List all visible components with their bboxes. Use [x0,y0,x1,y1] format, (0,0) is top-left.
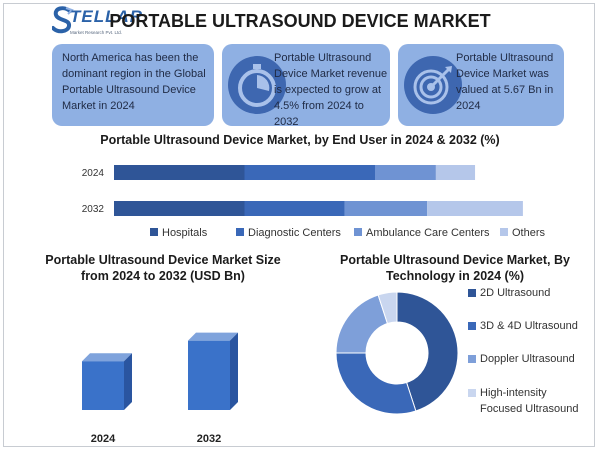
bar-top [82,353,132,362]
bar-segment [244,165,375,180]
logo-subtitle: Market Research Pvt. Ltd. [70,30,123,35]
legend-label: Hospitals [162,227,208,239]
donut-slice [377,291,398,325]
bar-segment [244,201,345,216]
legend-item: Others [500,227,545,239]
stopwatch-icon [228,56,286,114]
legend-swatch [500,228,508,236]
card-region: North America has been the dominant regi… [52,44,214,126]
legend-label: Diagnostic Centers [248,227,341,239]
card-growth: Portable Ultrasound Device Market revenu… [222,44,390,128]
legend-item: 3D & 4D Ultrasound [468,318,580,334]
x-tick-label: 2024 [91,433,116,445]
bar-side [124,353,132,410]
bar-segment [375,165,436,180]
market-size-bar-chart: 2024 2032 [82,332,238,445]
bar-segment [344,201,428,216]
legend-swatch [354,228,362,236]
legend-label: 3D & 4D Ultrasound [480,320,578,332]
bar-segment [427,201,523,216]
bar-segment [114,201,245,216]
legend-swatch [468,355,476,363]
bar-top [188,332,238,341]
infographic-frame [3,3,595,447]
legend-swatch [150,228,158,236]
card-value: Portable Ultrasound Device Market was va… [398,44,564,126]
card-growth-text: Portable Ultrasound Device Market revenu… [274,52,388,128]
end-user-stacked-bar-chart: 2024 2032 [82,165,523,216]
technology-chart-title: Portable Ultrasound Device Market, By Te… [340,253,570,283]
donut-slice [396,291,459,412]
end-user-chart-title: Portable Ultrasound Device Market, by En… [100,133,500,147]
logo: TELLAR Market Research Pvt. Ltd. [52,6,144,40]
legend-label: 2D Ultrasound [480,287,551,299]
technology-donut-chart [335,291,459,415]
bar-side [230,332,238,410]
bar-segment [114,165,245,180]
legend-swatch [236,228,244,236]
donut-slice [335,294,389,354]
legend-swatch [468,389,476,397]
market-size-chart-title: Portable Ultrasound Device Market Size f… [45,253,281,283]
y-tick-label: 2032 [82,204,105,215]
x-tick-label: 2032 [197,433,221,445]
legend-item: Ambulance Care Centers [354,227,490,239]
card-value-text: Portable Ultrasound Device Market was va… [456,52,554,112]
bar [188,340,230,410]
page-title: PORTABLE ULTRASOUND DEVICE MARKET [109,11,491,31]
legend-item: Hospitals [150,227,207,239]
y-tick-label: 2024 [82,168,105,179]
legend-item: 2D Ultrasound [468,285,580,301]
legend-swatch [468,322,476,330]
card-region-text: North America has been the dominant regi… [62,52,206,112]
bar-segment [435,165,476,180]
legend-item: High-intensity Focused Ultrasound [468,385,580,417]
legend-item: Diagnostic Centers [236,227,341,239]
legend-swatch [468,289,476,297]
legend-label: Doppler Ultrasound [480,353,575,365]
bar [82,361,124,410]
legend-label: Others [512,227,546,239]
legend-label: High-intensity Focused Ultrasound [480,387,579,415]
legend-item: Doppler Ultrasound [468,351,580,367]
legend-label: Ambulance Care Centers [366,227,490,239]
logo-wordmark: TELLAR [70,7,144,26]
logo-s-icon [52,6,74,34]
target-icon [404,56,462,114]
donut-slice [335,352,417,415]
